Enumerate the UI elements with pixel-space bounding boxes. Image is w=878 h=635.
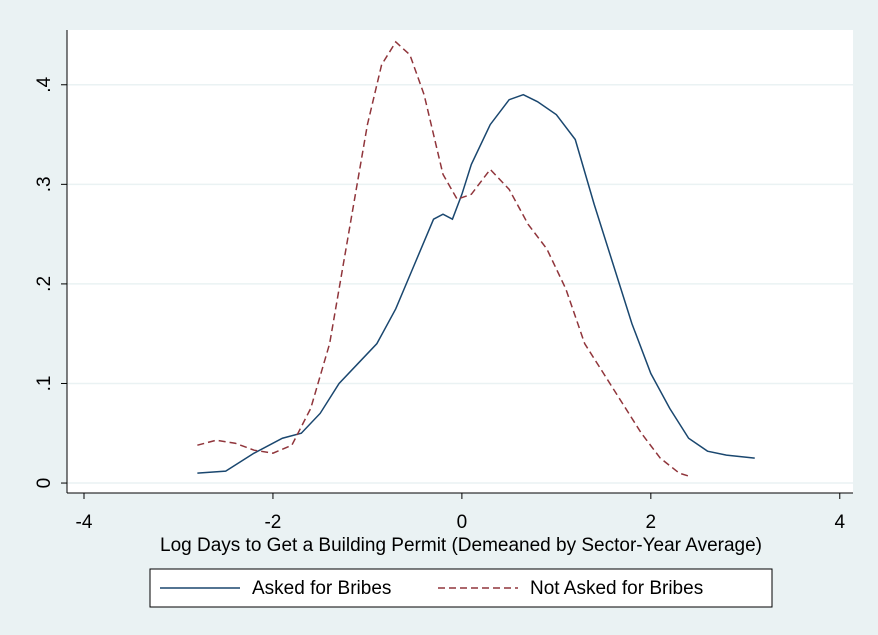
y-tick-label: .2 xyxy=(34,276,55,292)
x-tick-label: 4 xyxy=(834,512,845,533)
legend-label: Not Asked for Bribes xyxy=(530,578,703,599)
legend-label: Asked for Bribes xyxy=(252,578,391,599)
y-tick-label: .4 xyxy=(34,76,55,92)
y-tick-label: 0 xyxy=(34,478,55,489)
series-line xyxy=(197,40,689,477)
x-tick-label: -2 xyxy=(264,512,281,533)
x-axis-title: Log Days to Get a Building Permit (Demea… xyxy=(160,535,762,556)
series-line xyxy=(197,93,755,474)
plot-area xyxy=(67,30,853,493)
x-tick-label: 0 xyxy=(457,512,468,533)
x-tick-label: -4 xyxy=(76,512,93,533)
x-tick-label: 2 xyxy=(646,512,657,533)
y-tick-label: .3 xyxy=(34,176,55,192)
y-tick-label: .1 xyxy=(34,376,55,392)
